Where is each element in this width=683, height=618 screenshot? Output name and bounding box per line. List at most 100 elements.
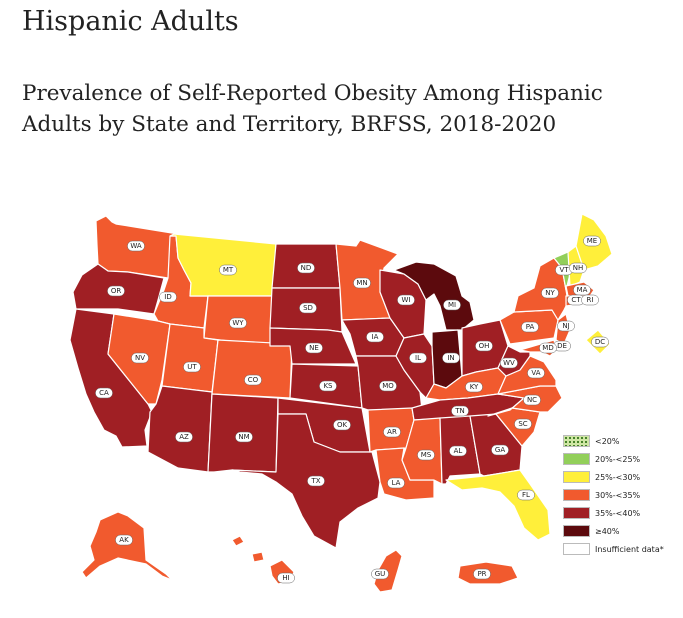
region-label: WY xyxy=(229,317,247,329)
svg-text:PA: PA xyxy=(526,323,535,331)
region-label: RI xyxy=(581,294,599,306)
region-label: AR xyxy=(383,426,401,438)
svg-text:MS: MS xyxy=(421,451,432,459)
svg-text:TX: TX xyxy=(310,477,320,485)
region-label: NY xyxy=(541,287,559,299)
svg-text:ND: ND xyxy=(301,264,312,272)
legend-swatch xyxy=(563,453,590,465)
svg-text:NV: NV xyxy=(135,354,145,362)
page-heading: Hispanic Adults xyxy=(22,6,239,37)
svg-text:MN: MN xyxy=(356,279,367,287)
region-label: NM xyxy=(235,431,253,443)
svg-text:GA: GA xyxy=(495,446,505,454)
region-label: NC xyxy=(523,394,541,406)
region-label: OR xyxy=(107,285,125,297)
legend-swatch xyxy=(563,489,590,501)
region-label: MD xyxy=(539,342,557,354)
svg-text:TN: TN xyxy=(454,407,465,415)
svg-text:MT: MT xyxy=(223,266,234,274)
legend-item: 30%-<35% xyxy=(563,486,664,504)
region-label: GU xyxy=(371,568,389,580)
svg-text:WA: WA xyxy=(130,242,142,250)
region-label: AZ xyxy=(175,431,193,443)
legend-item: 25%-<30% xyxy=(563,468,664,486)
svg-text:CA: CA xyxy=(99,389,109,397)
region-label: MS xyxy=(417,449,435,461)
legend-item: <20% xyxy=(563,432,664,450)
svg-text:MA: MA xyxy=(577,286,588,294)
legend-swatch xyxy=(563,543,590,555)
svg-text:KS: KS xyxy=(323,382,333,390)
region-label: OH xyxy=(475,340,493,352)
legend-label: 30%-<35% xyxy=(595,490,641,500)
region-label: NJ xyxy=(557,320,575,332)
region-label: MT xyxy=(219,264,237,276)
legend-label: 25%-<30% xyxy=(595,472,641,482)
region-label: WA xyxy=(127,240,145,252)
region-label: UT xyxy=(183,361,201,373)
svg-text:NM: NM xyxy=(238,433,249,441)
svg-text:NC: NC xyxy=(527,396,537,404)
svg-text:NH: NH xyxy=(573,264,584,272)
region-az xyxy=(147,385,213,473)
legend-swatch xyxy=(563,435,590,447)
svg-text:MI: MI xyxy=(448,301,456,309)
region-label: NE xyxy=(305,342,323,354)
svg-text:SC: SC xyxy=(518,420,527,428)
region-label: MN xyxy=(353,277,371,289)
svg-text:CT: CT xyxy=(571,296,581,304)
region-label: ME xyxy=(583,235,601,247)
legend-swatch xyxy=(563,525,590,537)
svg-text:IL: IL xyxy=(415,354,421,362)
svg-text:DC: DC xyxy=(595,338,605,346)
svg-text:IN: IN xyxy=(447,354,454,362)
svg-text:OH: OH xyxy=(479,342,490,350)
svg-text:WI: WI xyxy=(402,296,411,304)
legend-label: Insufficient data* xyxy=(595,544,664,554)
region-label: WI xyxy=(397,294,415,306)
region-label: KS xyxy=(319,380,337,392)
region-label: SC xyxy=(514,418,532,430)
svg-text:KY: KY xyxy=(470,383,479,391)
region-label: AK xyxy=(115,534,133,546)
svg-text:ID: ID xyxy=(164,293,171,301)
svg-text:AK: AK xyxy=(119,536,129,544)
legend-swatch xyxy=(563,507,590,519)
region-label: KY xyxy=(465,381,483,393)
region-label: ND xyxy=(297,262,315,274)
legend-item: 35%-<40% xyxy=(563,504,664,522)
svg-text:PR: PR xyxy=(477,570,486,578)
region-fl xyxy=(445,469,551,541)
svg-text:OK: OK xyxy=(337,421,348,429)
svg-text:VA: VA xyxy=(531,369,540,377)
region-label: TX xyxy=(307,475,325,487)
region-co xyxy=(211,339,293,399)
legend-label: 35%-<40% xyxy=(595,508,641,518)
region-tx xyxy=(231,413,381,549)
region-label: PA xyxy=(521,321,539,333)
svg-text:VT: VT xyxy=(559,266,569,274)
svg-text:WY: WY xyxy=(232,319,244,327)
svg-text:MO: MO xyxy=(382,382,394,390)
region-label: WV xyxy=(500,357,518,369)
region-label: MO xyxy=(379,380,397,392)
region-label: CA xyxy=(95,387,113,399)
svg-text:AR: AR xyxy=(387,428,397,436)
region-label: IA xyxy=(366,331,384,343)
region-label: DC xyxy=(591,336,609,348)
legend-item: ≥40% xyxy=(563,522,664,540)
region-label: ID xyxy=(159,291,177,303)
region-label: SD xyxy=(299,302,317,314)
svg-text:MD: MD xyxy=(542,344,553,352)
region-label: HI xyxy=(277,572,295,584)
svg-text:AL: AL xyxy=(454,447,463,455)
svg-text:GU: GU xyxy=(375,570,386,578)
region-label: IN xyxy=(442,352,460,364)
legend-label: 20%-<25% xyxy=(595,454,641,464)
region-label: MA xyxy=(573,284,591,296)
region-label: IL xyxy=(409,352,427,364)
region-label: GA xyxy=(491,444,509,456)
svg-text:NJ: NJ xyxy=(562,322,569,330)
map-title: Prevalence of Self-Reported Obesity Amon… xyxy=(22,81,603,137)
